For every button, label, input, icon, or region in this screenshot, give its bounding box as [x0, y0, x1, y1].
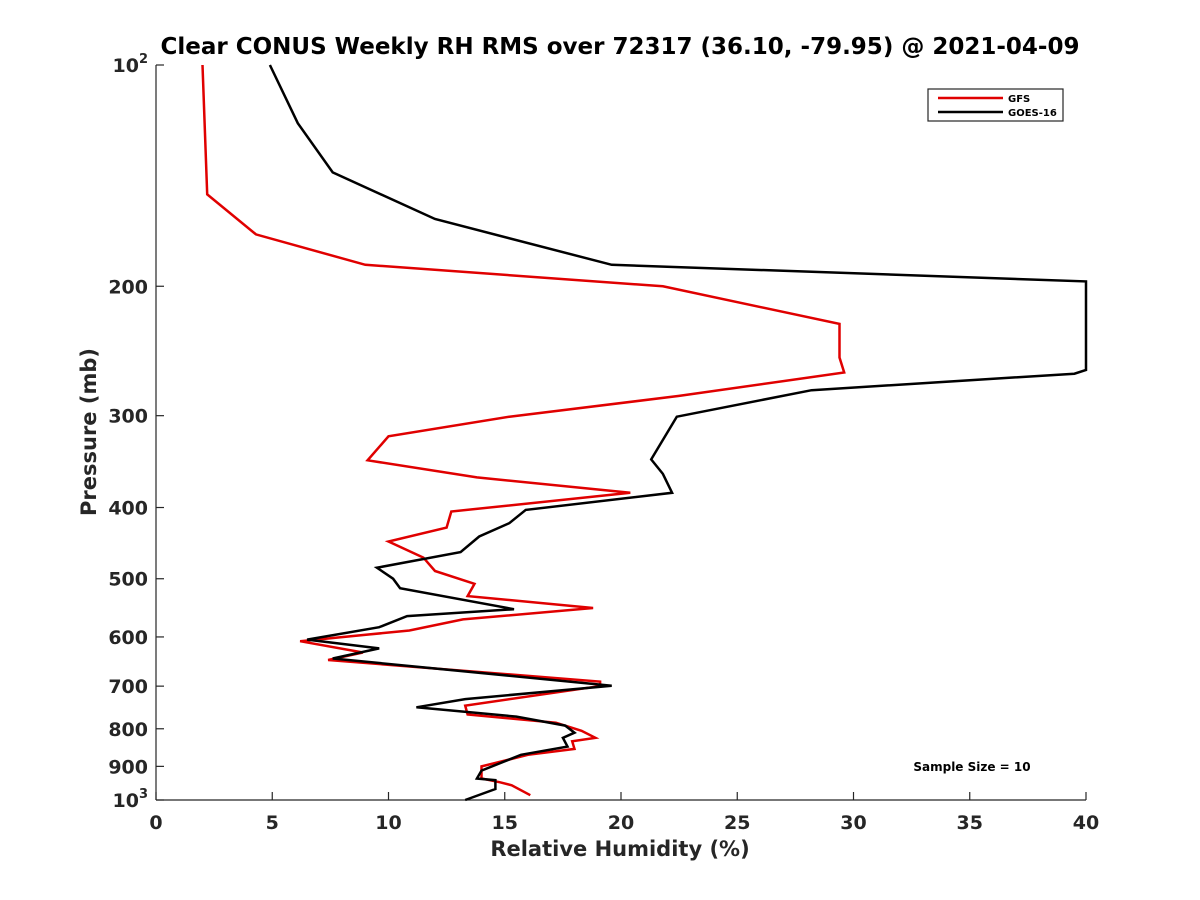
plot-area — [155, 65, 1086, 801]
plot-background — [156, 65, 1086, 800]
y-tick-label: 800 — [108, 719, 148, 741]
x-tick-label: 15 — [492, 812, 518, 834]
y-tick-label: 700 — [108, 676, 148, 698]
legend: GFS GOES-16 — [927, 88, 1064, 122]
x-tick-label: 5 — [266, 812, 279, 834]
y-tick-label: 103 — [113, 787, 149, 812]
chart-title: Clear CONUS Weekly RH RMS over 72317 (36… — [161, 34, 1080, 60]
series-lines — [201, 64, 1088, 802]
x-tick-label: 10 — [375, 812, 401, 834]
y-axis-ticks: 102 200 300 400 500 600 700 800 900 103 — [108, 52, 164, 812]
x-tick-label: 25 — [724, 812, 750, 834]
y-tick-label: 200 — [108, 276, 148, 298]
series-line-goes-16 — [268, 64, 1088, 802]
legend-label-gfs: GFS — [1008, 94, 1030, 105]
x-tick-label: 0 — [149, 812, 162, 834]
x-tick-label: 40 — [1073, 812, 1099, 834]
x-tick-label: 35 — [957, 812, 983, 834]
x-axis-label: Relative Humidity (%) — [490, 837, 749, 861]
y-tick-label: 900 — [108, 756, 148, 778]
y-tick-label: 600 — [108, 627, 148, 649]
sample-size-annotation: Sample Size = 10 — [913, 760, 1030, 774]
y-tick-label: 102 — [113, 52, 149, 77]
legend-label-goes-16: GOES-16 — [1008, 108, 1057, 119]
x-axis-ticks: 0 5 10 15 20 25 30 35 40 — [149, 792, 1099, 834]
x-tick-label: 30 — [840, 812, 866, 834]
y-tick-label: 400 — [108, 498, 148, 520]
x-tick-label: 20 — [608, 812, 634, 834]
y-tick-label: 300 — [108, 406, 148, 428]
y-tick-label: 500 — [108, 569, 148, 591]
y-axis-label: Pressure (mb) — [77, 348, 101, 516]
legend-box — [927, 88, 1064, 122]
series-line-gfs — [201, 64, 846, 797]
